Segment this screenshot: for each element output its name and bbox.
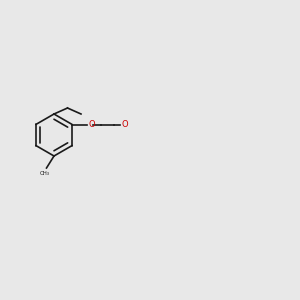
Text: O: O (89, 120, 95, 129)
Text: CH₃: CH₃ (40, 171, 50, 176)
Text: O: O (122, 120, 128, 129)
